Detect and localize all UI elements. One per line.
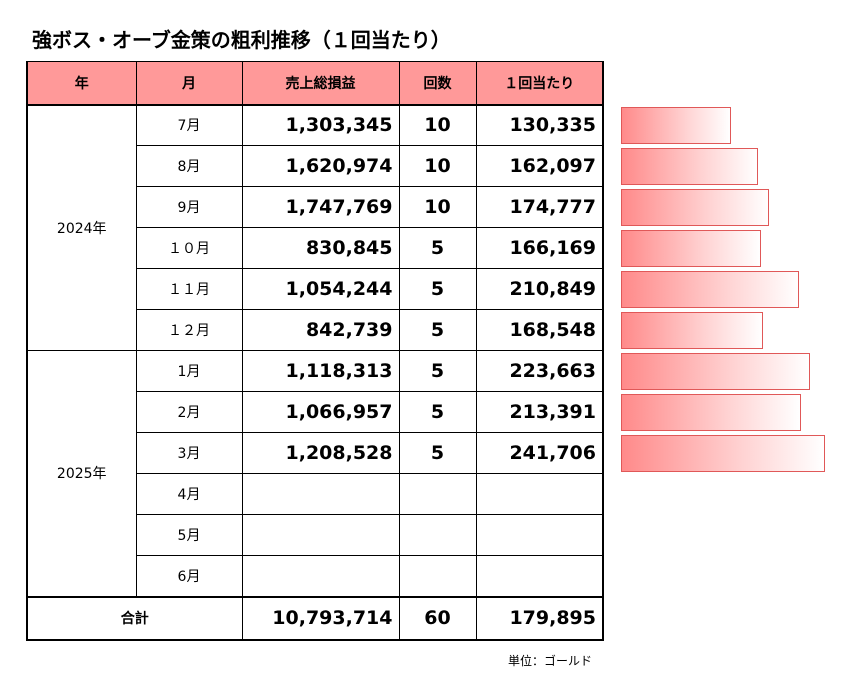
table-row: 8月 1,620,974 10 162,097	[27, 145, 604, 187]
year-cell: 2025年	[26, 350, 137, 597]
total-count: 60	[398, 595, 477, 641]
month-cell: １０月	[135, 227, 243, 269]
header-year: 年	[26, 61, 137, 106]
count-cell	[398, 473, 477, 515]
per-cell	[475, 514, 604, 556]
per-run-bar	[621, 147, 758, 185]
gross-cell: 842,739	[241, 309, 400, 351]
gross-cell	[241, 555, 400, 597]
page-title: 強ボス・オーブ金策の粗利推移（１回当たり）	[32, 28, 451, 52]
gross-cell: 1,747,769	[241, 186, 400, 228]
count-cell: 5	[398, 432, 477, 474]
month-cell: 7月	[135, 104, 243, 146]
per-run-bar	[621, 434, 825, 472]
gross-cell: 830,845	[241, 227, 400, 269]
month-cell: 6月	[135, 555, 243, 597]
per-cell	[475, 473, 604, 515]
count-cell	[398, 555, 477, 597]
per-cell: 223,663	[475, 350, 604, 392]
header-row: 年 月 売上総損益 回数 １回当たり	[26, 61, 604, 106]
per-cell: 213,391	[475, 391, 604, 433]
table-row: 2025年 1月 1,118,313 5 223,663	[26, 350, 604, 597]
year-cell: 2024年	[26, 104, 137, 351]
table-row: １０月 830,845 5 166,169	[27, 227, 604, 269]
per-run-bar	[621, 352, 810, 390]
month-cell: 2月	[135, 391, 243, 433]
per-run-bar	[621, 229, 761, 267]
table-row: 3月 1,208,528 5 241,706	[27, 432, 604, 474]
per-run-bar	[621, 393, 801, 431]
header-gross: 売上総損益	[241, 61, 400, 106]
total-row: 合計 10,793,714 60 179,895	[26, 595, 604, 641]
total-label: 合計	[26, 595, 243, 641]
header-month: 月	[135, 61, 243, 106]
per-cell: 130,335	[475, 104, 604, 146]
per-run-bar	[621, 311, 763, 349]
gross-cell: 1,066,957	[241, 391, 400, 433]
month-cell: １１月	[135, 268, 243, 310]
per-cell: 162,097	[475, 145, 604, 187]
table-row: 9月 1,747,769 10 174,777	[27, 186, 604, 228]
count-cell: 5	[398, 268, 477, 310]
per-cell: 166,169	[475, 227, 604, 269]
count-cell: 5	[398, 227, 477, 269]
month-cell: 3月	[135, 432, 243, 474]
count-cell: 10	[398, 186, 477, 228]
per-cell	[475, 555, 604, 597]
table-row: １１月 1,054,244 5 210,849	[27, 268, 604, 310]
header-count: 回数	[398, 61, 477, 106]
per-run-bar	[621, 106, 731, 144]
per-cell: 174,777	[475, 186, 604, 228]
per-run-bar	[621, 270, 799, 308]
month-cell: 8月	[135, 145, 243, 187]
month-cell: 1月	[135, 350, 243, 392]
gross-cell	[241, 514, 400, 556]
count-cell: 5	[398, 309, 477, 351]
gross-cell: 1,303,345	[241, 104, 400, 146]
table-row: １２月 842,739 5 168,548	[27, 309, 604, 351]
gross-cell: 1,620,974	[241, 145, 400, 187]
header-per: １回当たり	[475, 61, 604, 106]
count-cell	[398, 514, 477, 556]
gross-cell: 1,118,313	[241, 350, 400, 392]
table-row: 2024年 7月 1,303,345 10 130,335	[26, 104, 604, 351]
per-cell: 210,849	[475, 268, 604, 310]
total-per: 179,895	[475, 595, 604, 641]
month-cell: １２月	[135, 309, 243, 351]
gross-cell: 1,054,244	[241, 268, 400, 310]
gross-cell	[241, 473, 400, 515]
unit-note: 単位：ゴールド	[508, 654, 593, 668]
per-run-bar	[621, 188, 769, 226]
month-cell: 9月	[135, 186, 243, 228]
per-cell: 168,548	[475, 309, 604, 351]
count-cell: 5	[398, 391, 477, 433]
table-row: 5月	[27, 514, 604, 556]
month-cell: 5月	[135, 514, 243, 556]
per-cell: 241,706	[475, 432, 604, 474]
month-cell: 4月	[135, 473, 243, 515]
count-cell: 5	[398, 350, 477, 392]
table-row: 2月 1,066,957 5 213,391	[27, 391, 604, 433]
gross-cell: 1,208,528	[241, 432, 400, 474]
table-row: 4月	[27, 473, 604, 515]
table-row: 6月	[27, 555, 604, 597]
count-cell: 10	[398, 104, 477, 146]
total-gross: 10,793,714	[241, 595, 400, 641]
profit-table: 年 月 売上総損益 回数 １回当たり 2024年 7月 1,303,345 10…	[26, 61, 604, 641]
count-cell: 10	[398, 145, 477, 187]
